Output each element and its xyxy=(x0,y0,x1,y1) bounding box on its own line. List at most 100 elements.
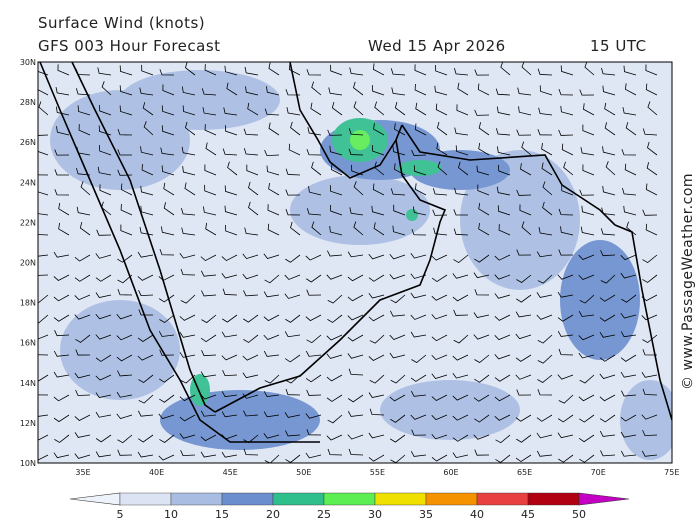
wind-barb xyxy=(541,143,553,156)
wind-barb xyxy=(285,374,301,384)
wind-barb xyxy=(200,254,217,262)
wind-barb xyxy=(431,334,448,342)
wind-barb xyxy=(225,224,238,236)
wind-barb xyxy=(452,273,469,279)
wind-barb xyxy=(390,434,406,443)
wind-barb xyxy=(478,202,490,216)
wind-barb xyxy=(38,454,49,461)
wind-barb xyxy=(368,354,385,361)
lat-label: 16N xyxy=(20,339,36,348)
wind-barb xyxy=(347,274,364,282)
wind-barb xyxy=(599,314,616,322)
wind-barb xyxy=(179,433,196,439)
wind-barb xyxy=(75,68,91,76)
wind-barb xyxy=(390,68,406,76)
wind-barb xyxy=(410,292,427,299)
wind-barb xyxy=(537,274,553,284)
wind-barb xyxy=(579,189,595,196)
wind-barb xyxy=(161,165,175,176)
wind-barb xyxy=(140,205,154,216)
wind-barb xyxy=(478,142,490,156)
wind-barb xyxy=(516,434,532,443)
wind-barb xyxy=(452,294,469,302)
wind-barb xyxy=(307,127,322,136)
wind-barb xyxy=(308,186,322,196)
wind-barb xyxy=(415,102,427,116)
wind-barb xyxy=(264,454,280,463)
wind-barb xyxy=(641,414,658,420)
wind-barb xyxy=(515,374,532,380)
wind-barb xyxy=(372,145,385,156)
wind-barb xyxy=(624,163,637,176)
wind-barb xyxy=(389,394,406,402)
wind-barb xyxy=(163,182,175,196)
wind-barb xyxy=(410,253,427,259)
wind-barb xyxy=(515,414,532,422)
wind-barb xyxy=(117,254,133,263)
wind-barb xyxy=(560,65,574,76)
wind-barb xyxy=(79,222,91,236)
wind-barb xyxy=(621,149,637,156)
wind-barb xyxy=(285,89,301,96)
wind-barb xyxy=(120,224,133,236)
wind-barb xyxy=(642,254,658,264)
wind-barb xyxy=(536,251,553,258)
wind-barb xyxy=(558,129,574,136)
wind-barb xyxy=(53,350,70,357)
wind-barb xyxy=(431,433,448,440)
wind-barb xyxy=(38,354,49,356)
wind-barb xyxy=(248,201,259,216)
wind-barb xyxy=(200,434,217,442)
wind-barb xyxy=(641,294,658,302)
wind-barb xyxy=(246,164,259,176)
wind-barb xyxy=(452,414,469,421)
wind-barb xyxy=(620,354,637,362)
colorbar-label: 5 xyxy=(117,508,124,521)
wind-barb xyxy=(306,149,322,156)
wind-barb xyxy=(582,164,595,176)
wind-barb xyxy=(268,182,280,196)
lat-label: 22N xyxy=(20,218,36,227)
wind-barb xyxy=(578,394,595,402)
map-area xyxy=(38,62,672,463)
wind-barb xyxy=(392,145,406,156)
wind-barb xyxy=(245,86,259,96)
wind-barb xyxy=(560,105,574,116)
wind-barb xyxy=(494,274,511,280)
wind-barb xyxy=(347,353,364,359)
wind-barb xyxy=(536,314,553,320)
wind-barb xyxy=(390,414,406,423)
wind-barb xyxy=(38,254,49,257)
wind-barb xyxy=(453,254,469,264)
wind-barb xyxy=(223,107,238,116)
wind-barb xyxy=(477,184,490,196)
wind-barb xyxy=(158,454,175,461)
wind-barb xyxy=(496,146,511,156)
wind-barb xyxy=(53,452,70,459)
wind-barb xyxy=(583,103,595,116)
wind-barb xyxy=(477,83,490,96)
wind-barb xyxy=(453,209,469,216)
wind-barb xyxy=(305,374,322,383)
wind-barb xyxy=(642,128,658,136)
colorbar-label: 20 xyxy=(266,508,280,521)
lat-label: 18N xyxy=(20,299,36,308)
wind-barb xyxy=(263,411,280,418)
wind-barb xyxy=(515,311,532,318)
wind-barb xyxy=(221,451,238,458)
wind-barb xyxy=(558,394,574,404)
wind-barb xyxy=(646,162,658,176)
wind-barb xyxy=(517,87,532,96)
wind-barb xyxy=(158,274,175,281)
colorbar-segment xyxy=(425,492,478,506)
wind-barb xyxy=(95,434,112,443)
wind-barb xyxy=(515,354,532,362)
wind-barb xyxy=(38,274,49,276)
wind-barb xyxy=(389,274,406,280)
wind-barb xyxy=(516,274,532,283)
wind-barb xyxy=(200,410,217,417)
wind-barb xyxy=(431,414,448,421)
wind-barb xyxy=(116,413,133,420)
wind-barb xyxy=(494,414,511,421)
wind-barb xyxy=(242,273,259,280)
